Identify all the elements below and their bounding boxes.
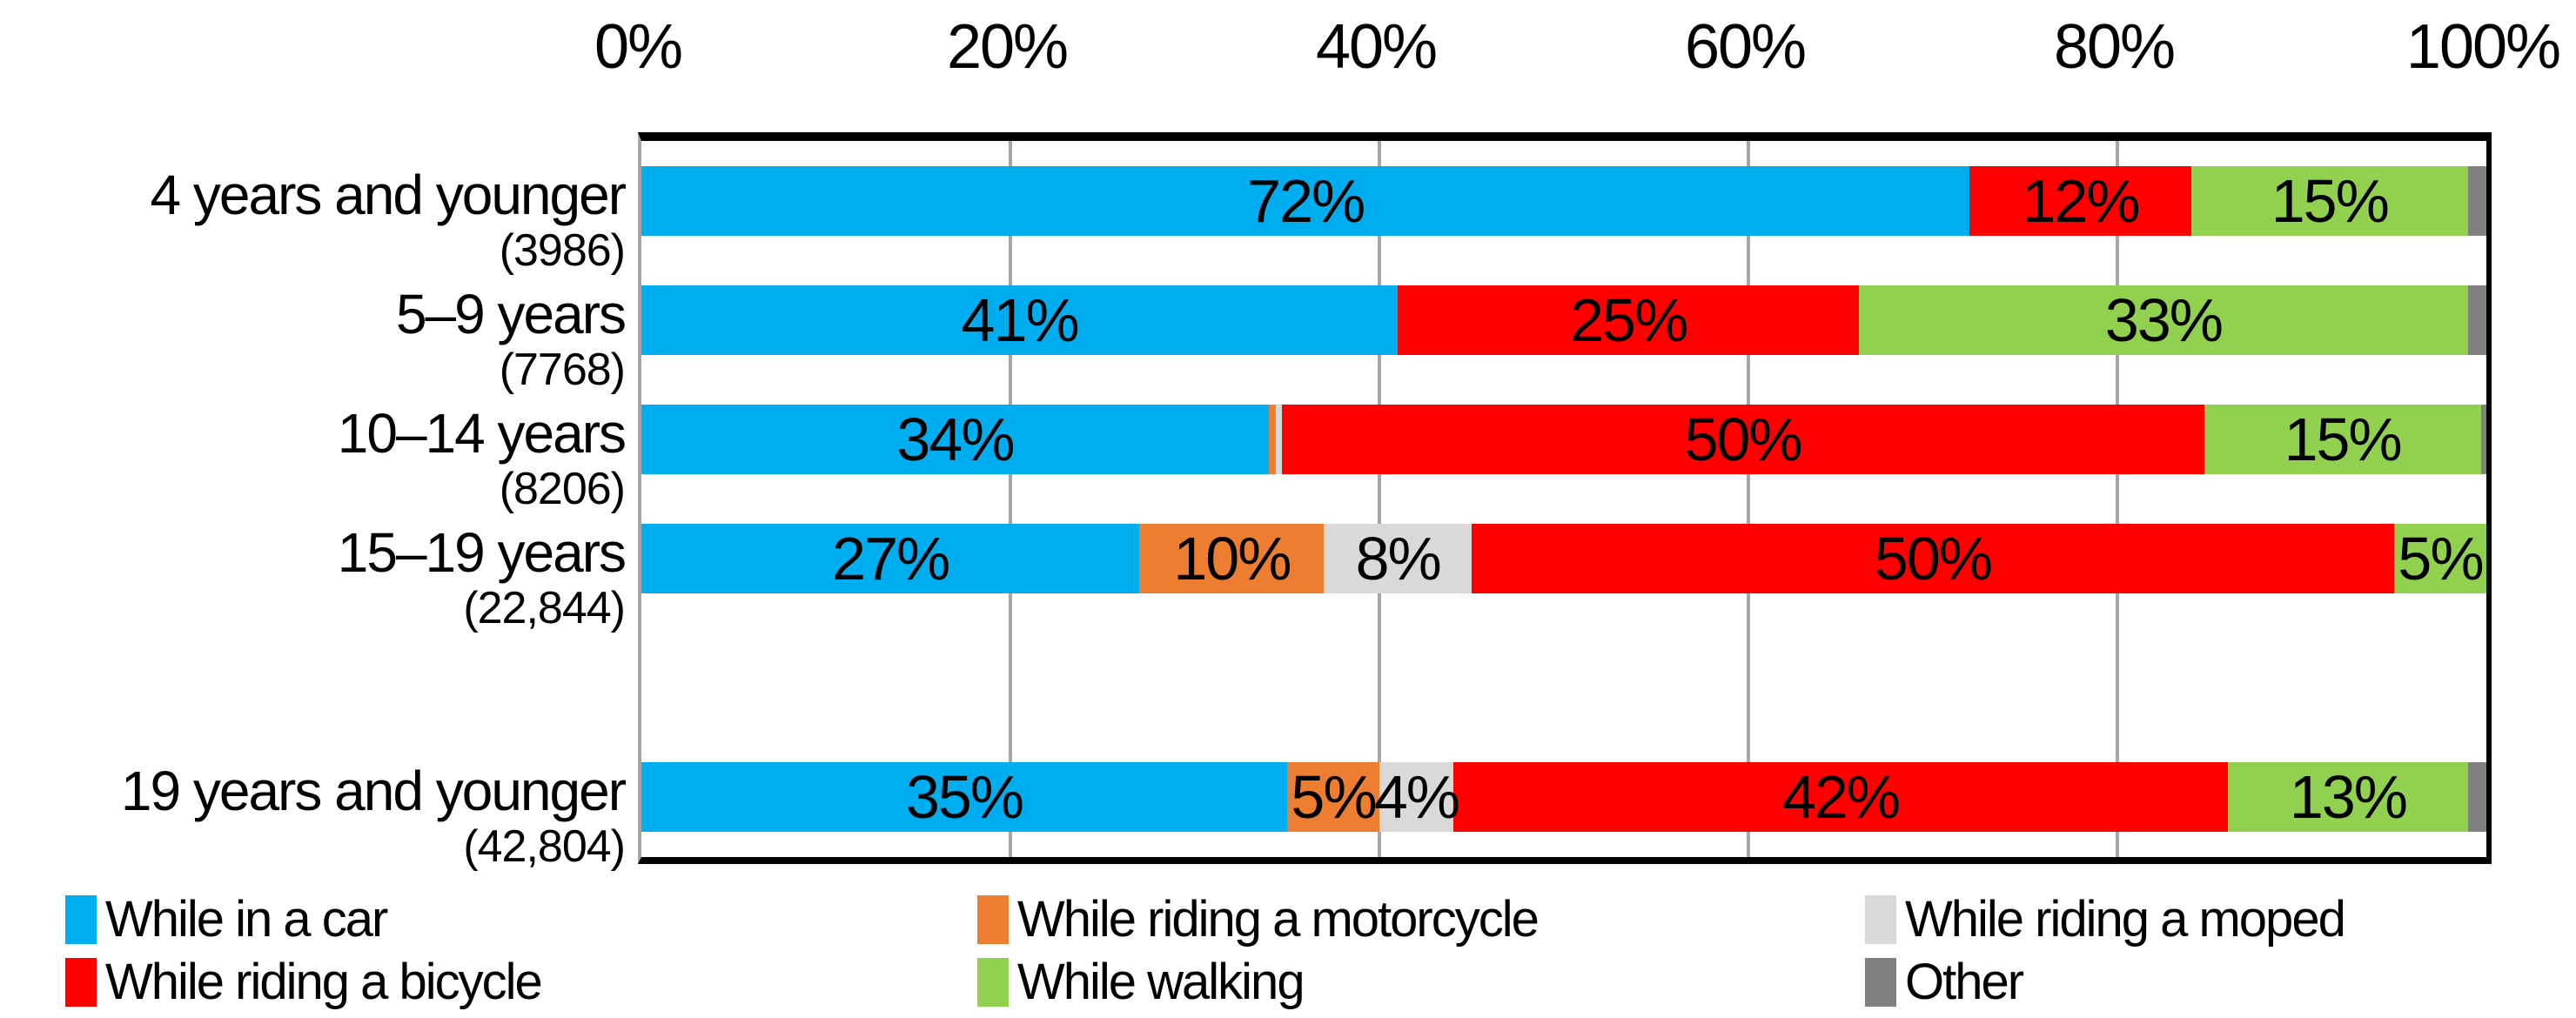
moped-swatch-icon [1865, 895, 1896, 944]
segment-value-label: 50% [1874, 525, 1993, 593]
bar-segment-motorcycle [1268, 404, 1277, 474]
gridline [2116, 141, 2119, 857]
bar-segment-car: 27% [641, 524, 1140, 594]
bar-segment-car: 72% [641, 165, 1970, 236]
category-label-block: 19 years and younger (42,804) [0, 760, 627, 873]
category-count: (42,804) [463, 821, 626, 873]
legend-item-bicycle: While riding a bicycle [65, 952, 543, 1013]
bar-segment-car: 41% [641, 285, 1399, 355]
segment-value-label: 15% [2271, 166, 2390, 235]
legend: While in a car While riding a bicycle Whil… [0, 889, 2576, 1018]
segment-value-label: 50% [1684, 405, 1803, 473]
legend-item-other: Other [1865, 952, 2345, 1013]
segment-value-label: 33% [2104, 285, 2224, 354]
walking-swatch-icon [977, 958, 1009, 1007]
bar-segment-walking: 15% [2190, 165, 2468, 236]
segment-value-label: 10% [1173, 525, 1291, 593]
x-axis-tick-label: 60% [1684, 12, 1807, 82]
bar-segment-moped [1276, 404, 1282, 474]
bicycle-swatch-icon [65, 958, 97, 1007]
segment-value-label: 41% [961, 285, 1080, 354]
bar-row: 72% 12% 15% [641, 165, 2486, 236]
bar-segment-bicycle: 42% [1452, 762, 2229, 833]
legend-item-car: While in a car [65, 889, 541, 950]
category-count: (22,844) [463, 583, 626, 634]
legend-label: While riding a motorcycle [1017, 891, 1540, 948]
segment-value-label: 42% [1781, 763, 1901, 832]
legend-label: While riding a bicycle [105, 954, 543, 1010]
gridline [1378, 141, 1381, 857]
plot-area: 72% 12% 15% 41% 25% 33% 34% 50% 15% 27% 10% 8% 50% 5%… [638, 132, 2492, 864]
legend-column: While riding a moped Other [1865, 889, 2346, 1015]
category-name: 15–19 years [337, 521, 627, 585]
bar-segment-moped: 8% [1324, 524, 1472, 594]
bar-segment-bicycle: 50% [1281, 404, 2204, 474]
segment-value-label: 34% [896, 405, 1015, 473]
bar-row: 27% 10% 8% 50% 5% [641, 524, 2486, 594]
category-label-block: 5–9 years (7768) [0, 282, 627, 395]
bar-segment-walking: 33% [1859, 285, 2468, 355]
bar-segment-motorcycle: 5% [1287, 762, 1379, 833]
gridline [1009, 141, 1012, 857]
segment-value-label: 4% [1373, 763, 1460, 832]
x-axis-tick-label: 20% [946, 12, 1069, 82]
segment-value-label: 35% [905, 763, 1024, 832]
segment-value-label: 5% [1291, 763, 1377, 832]
legend-item-motorcycle: While riding a motorcycle [977, 889, 1540, 950]
car-swatch-icon [65, 895, 97, 944]
segment-value-label: 13% [2289, 763, 2408, 832]
segment-value-label: 8% [1355, 525, 1442, 593]
category-count: (8206) [499, 463, 626, 514]
bar-segment-other [2480, 404, 2486, 474]
segment-value-label: 15% [2284, 405, 2403, 473]
category-count: (3986) [499, 224, 626, 276]
segment-value-label: 12% [2022, 166, 2141, 235]
legend-label: Other [1905, 954, 2024, 1010]
bar-row: 35% 5% 4% 42% 13% [641, 762, 2486, 833]
legend-column: While in a car While riding a bicycle [65, 889, 543, 1015]
other-swatch-icon [1865, 958, 1896, 1007]
segment-value-label: 5% [2398, 525, 2484, 593]
x-axis-tick-label: 40% [1315, 12, 1438, 82]
bar-segment-other [2467, 285, 2486, 355]
x-axis: 0% 20% 40% 60% 80% 100% [594, 5, 2561, 101]
category-name: 10–14 years [337, 401, 627, 465]
bar-segment-car: 34% [641, 404, 1269, 474]
legend-label: While riding a moped [1905, 891, 2346, 948]
bar-segment-motorcycle: 10% [1139, 524, 1325, 594]
bar-segment-walking: 15% [2204, 404, 2481, 474]
bar-segment-moped: 4% [1374, 762, 1460, 833]
bar-segment-bicycle: 25% [1398, 285, 1860, 355]
bar-segment-bicycle: 50% [1471, 524, 2394, 594]
category-name: 4 years and younger [150, 163, 627, 226]
bar-row: 41% 25% 33% [641, 285, 2486, 355]
x-axis-tick-label: 100% [2405, 12, 2561, 82]
bar-segment-walking: 5% [2393, 524, 2486, 594]
category-label-block: 10–14 years (8206) [0, 401, 627, 514]
bar-row: 34% 50% 15% [641, 404, 2486, 474]
bar-segment-bicycle: 12% [1969, 165, 2191, 236]
bar-segment-other [2467, 165, 2486, 236]
bar-segment-car: 35% [641, 762, 1287, 833]
legend-item-moped: While riding a moped [1865, 889, 2346, 950]
x-axis-tick-label: 0% [594, 12, 683, 82]
category-name: 5–9 years [395, 282, 627, 345]
category-count: (7768) [499, 344, 626, 395]
motorcycle-swatch-icon [977, 895, 1009, 944]
legend-column: While riding a motorcycle While walking [977, 889, 1540, 1015]
bar-segment-walking: 13% [2228, 762, 2468, 833]
legend-label: While walking [1017, 954, 1305, 1010]
x-axis-tick-label: 80% [2053, 12, 2176, 82]
segment-value-label: 25% [1570, 285, 1688, 354]
category-name: 19 years and younger [120, 760, 627, 823]
legend-item-walking: While walking [977, 952, 1538, 1013]
category-label-block: 4 years and younger (3986) [0, 163, 627, 276]
category-label-block: 15–19 years (22,844) [0, 521, 627, 634]
gridline [1747, 141, 1750, 857]
legend-label: While in a car [105, 891, 388, 948]
segment-value-label: 72% [1247, 166, 1365, 235]
bar-segment-other [2467, 762, 2486, 833]
segment-value-label: 27% [832, 525, 950, 593]
